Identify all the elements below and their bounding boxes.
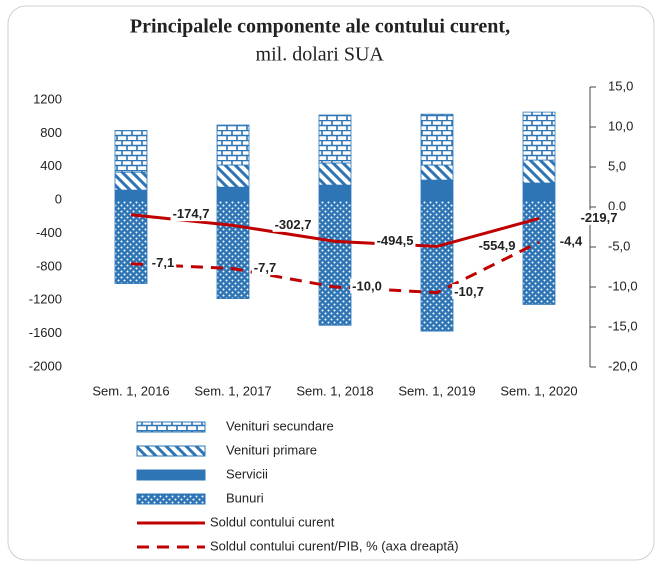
y2-tick-label: -5,0	[608, 238, 630, 253]
legend-label: Venituri secundare	[226, 418, 334, 433]
y2-tick-label: -10,0	[608, 278, 638, 293]
legend-label: Servicii	[226, 466, 268, 481]
bar-segment	[216, 199, 250, 299]
line	[130, 213, 540, 248]
bar-segment	[114, 189, 148, 201]
data-label: -219,7	[581, 210, 618, 225]
bar-segment	[420, 113, 454, 166]
legend-label: Venituri primare	[226, 442, 317, 457]
bar-segment	[114, 130, 148, 173]
legend-swatch	[136, 445, 206, 457]
chart-subtitle: mil. dolari SUA	[256, 44, 385, 66]
bar-segment	[522, 182, 556, 201]
y-tick-label: 0	[55, 192, 62, 207]
x-tick-label: Sem. 1, 2019	[398, 383, 475, 398]
line	[130, 240, 540, 295]
x-tick-label: Sem. 1, 2020	[500, 383, 577, 398]
data-label-bg	[578, 209, 620, 225]
bar-segment	[318, 199, 352, 326]
data-label: -174,7	[173, 206, 210, 221]
bar-segment	[114, 199, 148, 284]
bar-segment	[216, 164, 250, 188]
data-label-bg	[557, 233, 585, 249]
y2-tick-label: 15,0	[608, 78, 633, 93]
y2-tick-label: -20,0	[608, 358, 638, 373]
bar-segment	[420, 199, 454, 332]
y-tick-label: -1600	[29, 325, 62, 340]
legend-swatch	[136, 421, 206, 433]
y2-tick-label: 10,0	[608, 118, 633, 133]
bar-segment	[216, 186, 250, 201]
bar-segment	[420, 164, 454, 181]
legend-swatch	[136, 493, 206, 505]
y2-tick-label: 0,0	[608, 198, 626, 213]
data-label-bg	[452, 284, 486, 300]
data-label: -302,7	[275, 217, 312, 232]
data-label: -10,7	[454, 284, 484, 299]
y-tick-label: 400	[40, 158, 62, 173]
bar-segment	[420, 179, 454, 201]
y2-tick-label: -15,0	[608, 318, 638, 333]
legend-label: Bunuri	[226, 490, 264, 505]
x-tick-label: Sem. 1, 2016	[92, 383, 169, 398]
data-label: -494,5	[377, 233, 414, 248]
data-label: -554,9	[479, 238, 516, 253]
y-tick-label: -1200	[29, 292, 62, 307]
y2-tick-label: 5,0	[608, 158, 626, 173]
y-tick-label: 800	[40, 125, 62, 140]
data-label-bg	[350, 278, 384, 294]
bar-segment	[318, 184, 352, 201]
data-label: -7,1	[152, 255, 174, 270]
y-tick-label: 1200	[33, 91, 62, 106]
data-label-bg	[272, 216, 314, 232]
y-tick-label: -800	[36, 258, 62, 273]
bar-segment	[114, 171, 148, 191]
data-label-bg	[170, 206, 212, 222]
legend-label: Soldul contului curent	[210, 514, 335, 529]
data-label: -10,0	[352, 278, 382, 293]
bar-segment	[522, 159, 556, 184]
bar-segment	[522, 111, 556, 161]
bar-segment	[216, 124, 250, 166]
y-tick-label: -400	[36, 225, 62, 240]
data-label-bg	[476, 237, 518, 253]
data-label-bg	[149, 255, 177, 271]
bar-segment	[318, 162, 352, 186]
bar-segment	[522, 199, 556, 305]
bar-segment	[318, 114, 352, 164]
x-tick-label: Sem. 1, 2018	[296, 383, 373, 398]
y-tick-label: -2000	[29, 358, 62, 373]
data-label-bg	[374, 232, 416, 248]
legend-label: Soldul contului curent/PIB, % (axa dreap…	[210, 538, 459, 553]
chart-title: Principalele componente ale contului cur…	[130, 16, 510, 38]
legend-swatch	[136, 469, 206, 481]
data-label: -4,4	[560, 234, 583, 249]
x-tick-label: Sem. 1, 2017	[194, 383, 271, 398]
data-label: -7,7	[254, 260, 276, 275]
data-label-bg	[251, 260, 279, 276]
